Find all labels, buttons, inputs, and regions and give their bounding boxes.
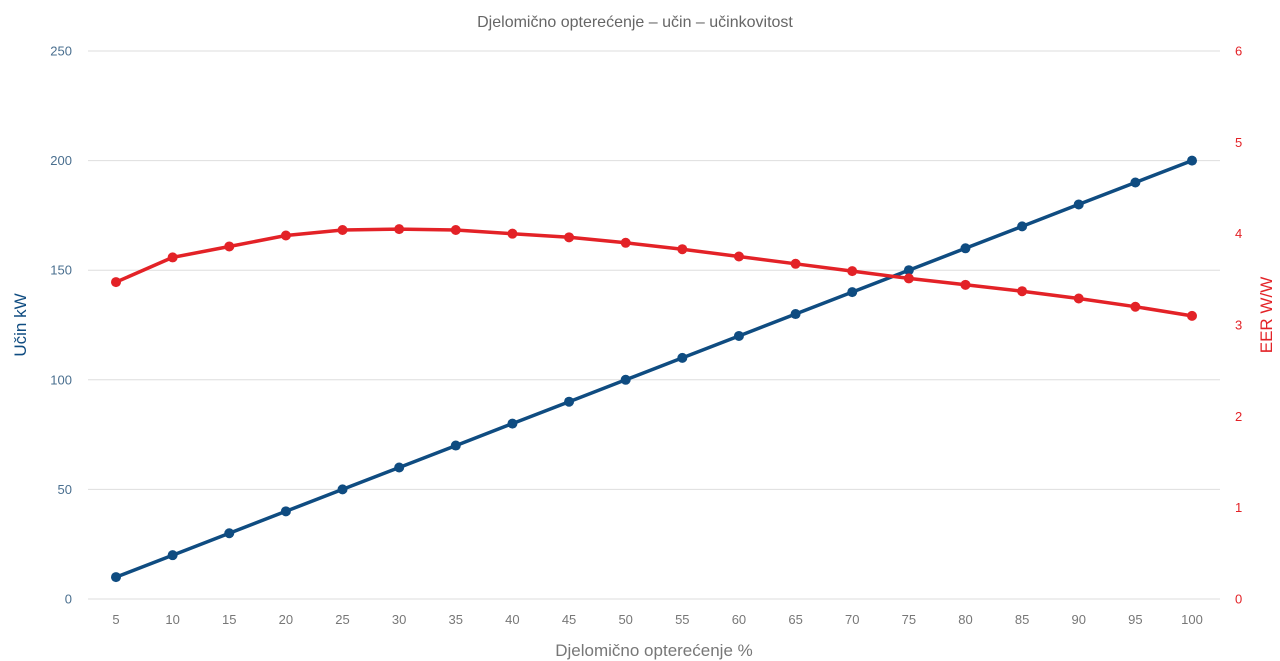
- x-tick-label: 40: [505, 612, 519, 627]
- data-point-capacity: [790, 309, 801, 320]
- data-point-eer: [677, 244, 688, 255]
- data-point-eer: [167, 252, 178, 263]
- series: [111, 155, 1197, 583]
- data-point-eer: [620, 237, 631, 248]
- y-tick-label: 0: [65, 592, 72, 607]
- data-point-capacity: [564, 396, 575, 407]
- data-point-capacity: [847, 287, 858, 298]
- x-tick-label: 15: [222, 612, 236, 627]
- data-point-capacity: [1130, 177, 1141, 188]
- data-point-capacity: [167, 550, 178, 561]
- y-tick-label: 200: [50, 153, 72, 168]
- y2-tick-label: 4: [1235, 226, 1242, 241]
- series-line-eer: [114, 227, 1194, 318]
- data-point-eer: [507, 228, 518, 239]
- data-point-capacity: [677, 352, 688, 363]
- data-point-eer: [1187, 310, 1197, 321]
- data-point-capacity: [450, 440, 461, 451]
- y2-tick-label: 5: [1235, 135, 1242, 150]
- x-tick-label: 90: [1072, 612, 1086, 627]
- y2-tick-label: 2: [1235, 409, 1242, 424]
- x-tick-label: 25: [335, 612, 349, 627]
- data-point-capacity: [280, 506, 291, 517]
- data-point-eer: [111, 277, 121, 288]
- data-point-capacity: [903, 265, 914, 276]
- data-point-capacity: [620, 374, 631, 385]
- chart-title: Djelomično opterećenje – učin – učinkovi…: [477, 14, 793, 31]
- data-point-capacity: [733, 330, 744, 341]
- y-tick-label: 100: [50, 372, 72, 387]
- x-tick-label: 80: [958, 612, 972, 627]
- x-tick-label: 95: [1128, 612, 1142, 627]
- x-tick-label: 10: [165, 612, 179, 627]
- data-point-eer: [394, 224, 405, 235]
- data-point-capacity: [1073, 199, 1084, 210]
- x-tick-label: 45: [562, 612, 576, 627]
- y-tick-label: 250: [50, 44, 72, 59]
- data-point-eer: [847, 266, 858, 277]
- data-point-capacity: [1187, 155, 1197, 166]
- x-tick-label: 65: [788, 612, 802, 627]
- x-tick-label: 100: [1181, 612, 1203, 627]
- data-point-capacity: [337, 484, 348, 495]
- data-point-capacity: [960, 243, 971, 254]
- data-point-eer: [1017, 286, 1028, 297]
- x-tick-label: 60: [732, 612, 746, 627]
- data-point-eer: [450, 225, 461, 236]
- data-point-capacity: [111, 572, 121, 583]
- y-axis-title: Učin kW: [11, 293, 30, 356]
- x-axis-ticks: 5 10 15 20 25 30 35 40 45 50 55 60 65 70 75 80 85 90 95 100: [112, 612, 1202, 627]
- grid: [88, 50, 1220, 600]
- y2-tick-label: 0: [1235, 592, 1242, 607]
- data-point-eer: [337, 225, 348, 236]
- x-axis-title: Djelomično opterećenje %: [555, 641, 753, 660]
- data-point-capacity: [507, 418, 518, 429]
- data-point-eer: [564, 232, 575, 243]
- data-point-eer: [224, 241, 235, 252]
- series-line-capacity: [114, 158, 1194, 579]
- x-tick-label: 5: [112, 612, 119, 627]
- y-tick-label: 50: [58, 482, 72, 497]
- x-tick-label: 75: [902, 612, 916, 627]
- data-point-eer: [790, 258, 801, 269]
- y2-tick-label: 1: [1235, 500, 1242, 515]
- y-tick-label: 150: [50, 263, 72, 278]
- data-point-eer: [1073, 293, 1084, 304]
- x-tick-label: 35: [449, 612, 463, 627]
- x-tick-label: 30: [392, 612, 406, 627]
- data-point-eer: [280, 230, 291, 241]
- x-tick-label: 50: [618, 612, 632, 627]
- y2-tick-label: 3: [1235, 318, 1242, 333]
- data-point-eer: [960, 279, 971, 290]
- left-axis-ticks: 0 50 100 150 200 250: [50, 44, 72, 607]
- data-point-eer: [1130, 301, 1141, 312]
- x-tick-label: 85: [1015, 612, 1029, 627]
- data-point-capacity: [1017, 221, 1028, 232]
- y2-tick-label: 6: [1235, 44, 1242, 59]
- data-point-capacity: [394, 462, 405, 473]
- y2-axis-title: EER W/W: [1257, 277, 1276, 354]
- data-point-capacity: [224, 528, 235, 539]
- data-point-eer: [733, 251, 744, 262]
- data-point-eer: [903, 273, 914, 284]
- x-tick-label: 55: [675, 612, 689, 627]
- right-axis-ticks: 0 1 2 3 4 5 6: [1235, 44, 1242, 607]
- x-tick-label: 20: [279, 612, 293, 627]
- x-tick-label: 70: [845, 612, 859, 627]
